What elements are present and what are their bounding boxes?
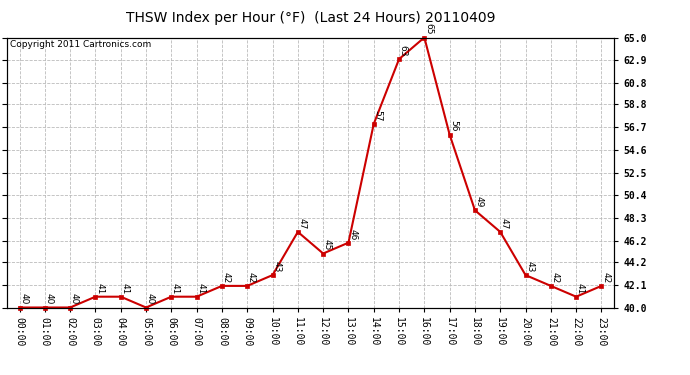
Text: 41: 41 — [95, 282, 104, 294]
Text: Copyright 2011 Cartronics.com: Copyright 2011 Cartronics.com — [10, 40, 151, 49]
Text: 40: 40 — [19, 293, 28, 305]
Text: 41: 41 — [171, 282, 180, 294]
Text: 40: 40 — [70, 293, 79, 305]
Text: 43: 43 — [273, 261, 282, 272]
Text: 43: 43 — [525, 261, 534, 272]
Text: 47: 47 — [297, 218, 306, 229]
Text: 42: 42 — [221, 272, 230, 283]
Text: THSW Index per Hour (°F)  (Last 24 Hours) 20110409: THSW Index per Hour (°F) (Last 24 Hours)… — [126, 11, 495, 25]
Text: 40: 40 — [146, 293, 155, 305]
Text: 47: 47 — [500, 218, 509, 229]
Text: 46: 46 — [348, 228, 357, 240]
Text: 57: 57 — [373, 110, 382, 121]
Text: 42: 42 — [551, 272, 560, 283]
Text: 65: 65 — [424, 23, 433, 35]
Text: 42: 42 — [601, 272, 610, 283]
Text: 41: 41 — [121, 282, 130, 294]
Text: 42: 42 — [247, 272, 256, 283]
Text: 41: 41 — [197, 282, 206, 294]
Text: 45: 45 — [323, 239, 332, 251]
Text: 41: 41 — [576, 282, 585, 294]
Text: 40: 40 — [45, 293, 54, 305]
Text: 56: 56 — [449, 120, 458, 132]
Text: 63: 63 — [399, 45, 408, 56]
Text: 49: 49 — [475, 196, 484, 207]
